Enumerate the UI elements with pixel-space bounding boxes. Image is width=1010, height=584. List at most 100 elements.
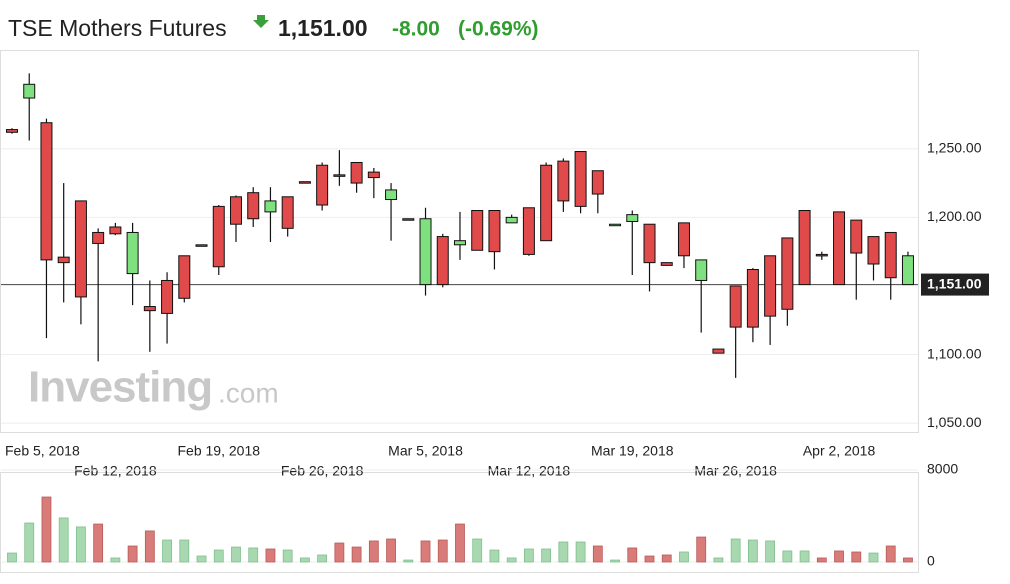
volume-bar	[575, 541, 586, 563]
candle-body	[161, 279, 174, 314]
candle-body	[143, 306, 156, 312]
candle-body	[522, 207, 535, 255]
change-percent: (-0.69%)	[458, 18, 539, 41]
candle-body	[23, 83, 36, 99]
volume-bar	[592, 545, 603, 563]
title: TSE Mothers Futures	[8, 15, 227, 41]
candle-body	[729, 285, 742, 328]
volume-bar	[472, 538, 483, 563]
candle-body	[695, 259, 708, 281]
candle-body	[746, 268, 759, 328]
candle-body	[74, 200, 87, 298]
candle-body	[385, 189, 398, 201]
candle-body	[626, 214, 639, 222]
volume-bar	[265, 548, 276, 563]
x-tick-label: Feb 26, 2018	[281, 463, 364, 479]
volume-bar	[816, 557, 827, 563]
candle-body	[178, 255, 191, 299]
volume-bar	[351, 546, 362, 563]
volume-bar	[885, 545, 896, 563]
candle-body	[195, 244, 208, 247]
candle-body	[677, 222, 690, 257]
volume-bar	[300, 557, 310, 563]
candle-body	[505, 216, 518, 224]
volume-frame	[0, 472, 919, 573]
candle-body	[229, 196, 242, 225]
price: 1,151.00	[278, 15, 368, 41]
candle-body	[643, 223, 656, 264]
volume-bar	[7, 552, 17, 563]
volume-bar	[834, 550, 844, 563]
volume-bar	[282, 549, 293, 563]
volume-bar	[868, 552, 879, 563]
candle-body	[712, 348, 725, 354]
candle-body	[471, 210, 484, 251]
candle-body	[419, 218, 432, 286]
volume-bar	[403, 559, 414, 563]
candle-body	[867, 236, 880, 265]
volume-bar	[765, 540, 776, 563]
x-tick-label: Mar 19, 2018	[591, 443, 674, 459]
volume-bar	[679, 551, 689, 563]
candle-body	[57, 256, 70, 264]
volume-bar	[162, 539, 172, 563]
candle-body	[781, 237, 794, 310]
x-tick-label: Apr 2, 2018	[803, 443, 876, 459]
volume-bar	[420, 540, 431, 563]
volume-bar	[903, 557, 913, 563]
volume-bar	[58, 517, 69, 563]
candle-body	[901, 255, 914, 286]
candle-body	[298, 181, 311, 184]
y-tick-label: 8000	[927, 461, 958, 477]
candle-body	[574, 151, 587, 207]
down-arrow-icon	[253, 15, 269, 28]
volume-bar	[524, 548, 534, 563]
candle-body	[40, 122, 53, 261]
price-frame	[0, 50, 919, 433]
last-price-label: 1,151.00	[927, 275, 982, 291]
volume-bar	[610, 559, 620, 563]
x-tick-label: Mar 5, 2018	[388, 443, 463, 459]
x-tick-label: Feb 5, 2018	[5, 443, 80, 459]
candle-body	[281, 196, 294, 229]
volume-bar	[41, 496, 52, 563]
volume-bar	[437, 539, 448, 563]
x-tick-label: Mar 12, 2018	[488, 463, 571, 479]
volume-bar	[368, 540, 379, 563]
y-tick-label: 1,100.00	[927, 345, 982, 361]
volume-bar	[24, 522, 35, 563]
candle-body	[540, 164, 553, 242]
volume-bar	[144, 530, 155, 563]
last-price-box	[921, 273, 989, 296]
candle-body	[798, 210, 811, 286]
volume-bar	[713, 557, 724, 563]
candle-body	[333, 174, 346, 177]
volume-bar	[231, 546, 241, 563]
candle-body	[488, 210, 501, 253]
volume-bar	[455, 523, 465, 563]
candle-body	[402, 218, 415, 221]
x-tick-label: Mar 26, 2018	[694, 463, 777, 479]
y-tick-label: 1,200.00	[927, 208, 982, 224]
candle-body	[884, 231, 897, 279]
volume-bar	[506, 557, 517, 563]
volume-bar	[317, 554, 328, 563]
y-tick-label: 0	[927, 553, 935, 569]
volume-bar	[110, 557, 121, 563]
watermark-brand: Investing	[28, 363, 212, 412]
volume-bar	[489, 549, 500, 563]
y-tick-label: 1,250.00	[927, 139, 982, 155]
volume-bar	[644, 555, 655, 563]
volume-bar	[851, 551, 862, 563]
volume-bar	[213, 549, 224, 563]
candle-body	[316, 164, 329, 206]
watermark-suffix: .com	[218, 377, 279, 408]
candle-body	[591, 170, 604, 195]
volume-bar	[661, 554, 672, 563]
candle-body	[557, 160, 570, 202]
volume-bar	[799, 550, 810, 563]
volume-bar	[93, 523, 104, 563]
x-tick-label: Feb 19, 2018	[178, 443, 261, 459]
volume-bar	[747, 539, 758, 563]
